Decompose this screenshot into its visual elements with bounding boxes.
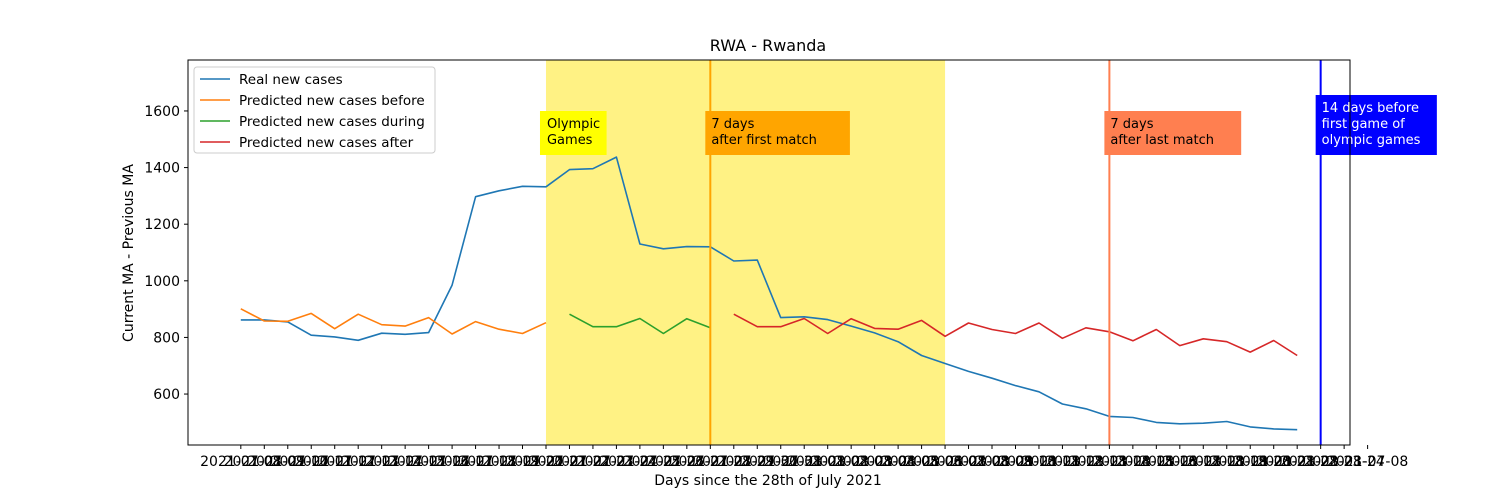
vline-label-text-2-2: olympic games — [1322, 133, 1421, 148]
x-tick-label-2: 2021-07-10 — [247, 454, 328, 470]
x-tick-label-34: 2021-08-11 — [998, 454, 1079, 470]
x-tick-label-37: 2021-08-14 — [1069, 454, 1150, 470]
x-tick-label-8: 2021-07-16 — [388, 454, 469, 470]
vline-label-text-0-1: after first match — [711, 133, 817, 148]
x-tick-label-24: 2021-08-01 — [764, 454, 845, 470]
series-line-1 — [240, 308, 547, 335]
x-tick-label-29: 2021-08-06 — [881, 454, 962, 470]
y-tick-label-0: 600 — [153, 387, 180, 403]
x-tick-label-26: 2021-08-03 — [810, 454, 891, 470]
annotation-box-0 — [539, 111, 607, 155]
x-tick-label-36: 2021-08-13 — [1045, 454, 1126, 470]
x-tick-label-46: 2021-08-23 — [1280, 454, 1361, 470]
x-tick-label-6: 2021-07-14 — [341, 454, 422, 470]
y-tick-label-1: 800 — [153, 330, 180, 346]
x-tick-label-7: 2021-07-15 — [364, 454, 445, 470]
x-tick-label-48: 2021-07-08 — [1327, 454, 1408, 470]
x-tick-label-23: 2021-07-31 — [740, 454, 821, 470]
x-tick-label-25: 2021-08-02 — [787, 454, 868, 470]
x-tick-label-27: 2021-08-04 — [834, 454, 915, 470]
x-tick-label-21: 2021-07-29 — [693, 454, 774, 470]
x-tick-label-0: 2021-07-08 — [200, 454, 281, 470]
series-line-0 — [240, 156, 1298, 431]
x-tick-label-28: 2021-08-05 — [857, 454, 938, 470]
annotation-text-0-0: Olympic — [547, 117, 600, 132]
x-tick-label-47: 2021-08-24 — [1303, 454, 1384, 470]
y-tick-label-5: 1600 — [144, 104, 180, 120]
x-tick-label-41: 2021-08-18 — [1163, 454, 1244, 470]
x-tick-label-9: 2021-07-17 — [411, 454, 492, 470]
vline-label-box-1 — [1104, 111, 1242, 155]
vline-label-text-2-0: 14 days before — [1322, 101, 1419, 116]
x-tick-label-43: 2021-08-20 — [1210, 454, 1291, 470]
x-tick-label-4: 2021-07-12 — [294, 454, 375, 470]
vline-label-text-1-0: 7 days — [1110, 117, 1153, 132]
x-tick-label-42: 2021-08-19 — [1186, 454, 1267, 470]
x-tick-label-40: 2021-08-17 — [1139, 454, 1220, 470]
vline-label-text-1-1: after last match — [1110, 133, 1214, 148]
x-tick-label-38: 2021-08-15 — [1092, 454, 1173, 470]
legend-label-3: Predicted new cases after — [239, 135, 414, 151]
x-tick-label-31: 2021-08-08 — [928, 454, 1009, 470]
x-tick-label-3: 2021-07-11 — [271, 454, 352, 470]
vline-label-text-0-0: 7 days — [711, 117, 754, 132]
x-tick-label-45: 2021-08-22 — [1256, 454, 1337, 470]
x-tick-label-14: 2021-07-22 — [529, 454, 610, 470]
y-tick-label-4: 1400 — [144, 161, 180, 177]
x-tick-label-35: 2021-08-12 — [1022, 454, 1103, 470]
y-axis-label: Current MA - Previous MA — [121, 164, 137, 342]
vline-label-box-2 — [1315, 95, 1437, 155]
y-tick-label-2: 1000 — [144, 274, 180, 290]
x-tick-label-16: 2021-07-24 — [576, 454, 657, 470]
chart-title: RWA - Rwanda — [710, 36, 826, 55]
x-tick-label-13: 2021-07-21 — [505, 454, 586, 470]
x-tick-label-15: 2021-07-23 — [552, 454, 633, 470]
x-tick-label-19: 2021-07-27 — [646, 454, 727, 470]
plot-frame — [187, 59, 1351, 446]
x-tick-label-17: 2021-07-25 — [599, 454, 680, 470]
x-tick-label-18: 2021-07-26 — [623, 454, 704, 470]
x-tick-label-22: 2021-07-30 — [717, 454, 798, 470]
x-tick-label-32: 2021-08-09 — [951, 454, 1032, 470]
x-tick-label-1: 2021-07-09 — [224, 454, 305, 470]
x-tick-label-44: 2021-08-21 — [1233, 454, 1314, 470]
y-tick-label-3: 1200 — [144, 217, 180, 233]
legend-label-1: Predicted new cases before — [239, 93, 425, 109]
legend-box — [193, 66, 436, 154]
legend-label-0: Real new cases — [239, 72, 343, 88]
x-tick-label-20: 2021-07-28 — [670, 454, 751, 470]
x-axis-label: Days since the 28th of July 2021 — [654, 473, 881, 489]
series-line-3 — [733, 313, 1298, 357]
x-tick-label-39: 2021-08-16 — [1116, 454, 1197, 470]
x-tick-label-33: 2021-08-10 — [975, 454, 1056, 470]
vline-label-box-0 — [705, 111, 850, 155]
x-tick-label-11: 2021-07-19 — [458, 454, 539, 470]
x-tick-label-10: 2021-07-18 — [435, 454, 516, 470]
x-tick-label-5: 2021-07-13 — [318, 454, 399, 470]
vline-label-text-2-1: first game of — [1322, 117, 1406, 132]
x-tick-label-30: 2021-08-07 — [904, 454, 985, 470]
series-line-2 — [569, 313, 711, 335]
x-tick-label-12: 2021-07-20 — [482, 454, 563, 470]
legend-label-2: Predicted new cases during — [239, 114, 425, 130]
annotation-text-0-1: Games — [547, 133, 593, 148]
